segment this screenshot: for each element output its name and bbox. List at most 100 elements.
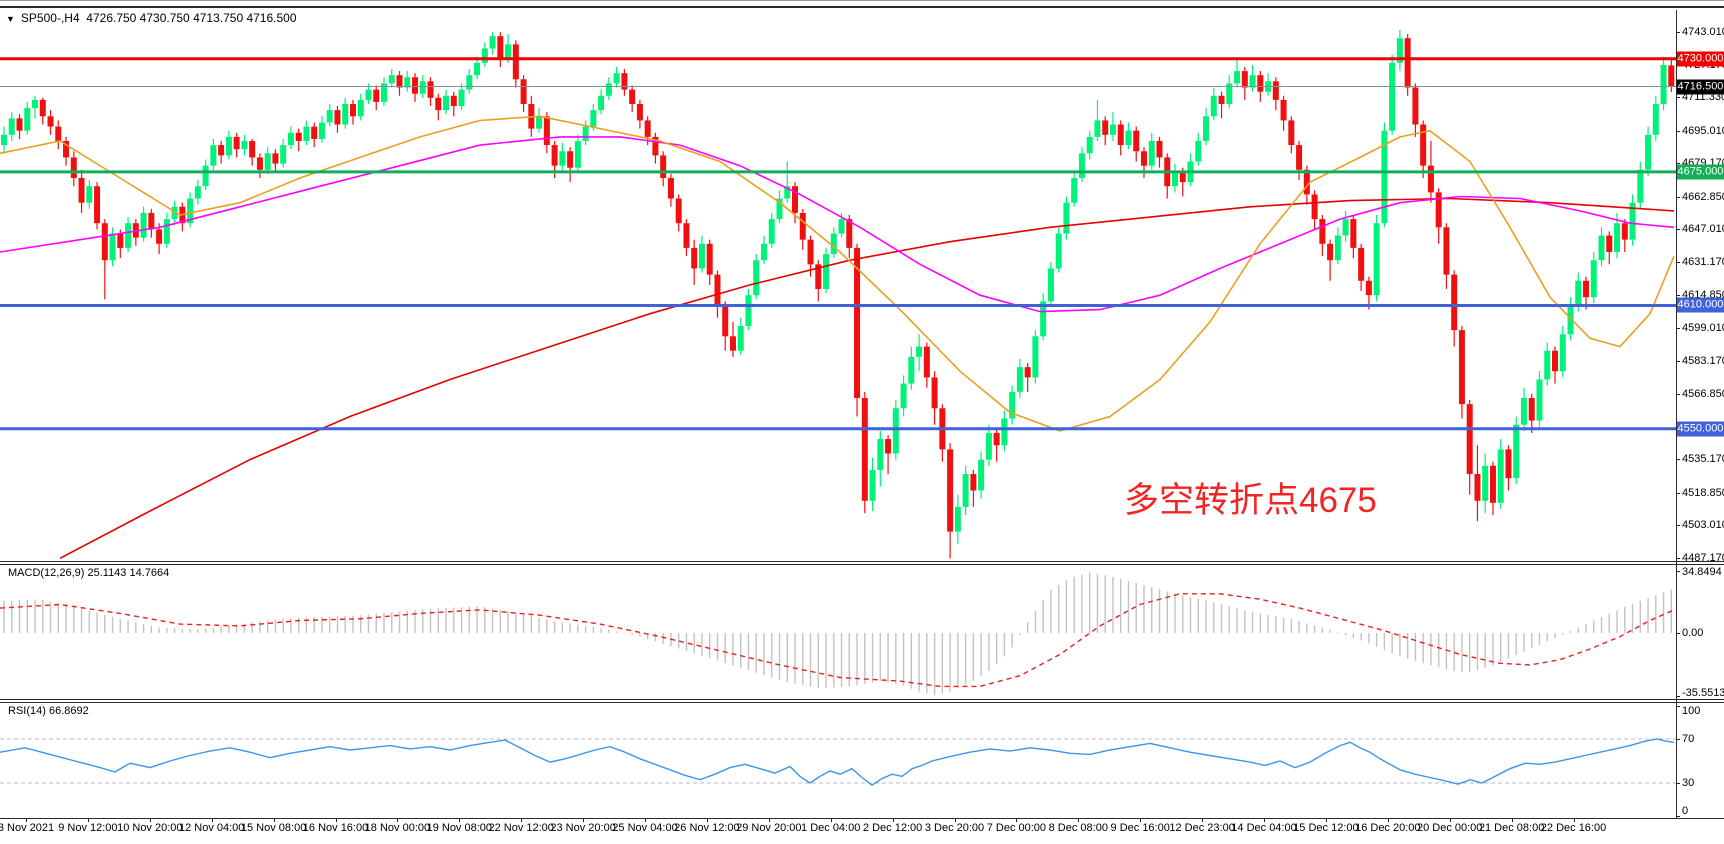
candle-body	[1203, 116, 1210, 141]
candle-body	[1179, 171, 1186, 183]
candle-body	[1086, 136, 1093, 154]
candle-body	[1365, 280, 1372, 296]
price-axis-line	[1676, 10, 1677, 818]
candle-body	[1342, 219, 1349, 236]
rsi-axis-tick: 100	[1682, 705, 1701, 717]
candle-body	[1489, 465, 1496, 503]
candle-body	[1412, 87, 1419, 125]
price-level-tag: 4550.000	[1677, 421, 1724, 437]
price-tick-dash	[1676, 97, 1680, 99]
candle-body	[1637, 169, 1644, 203]
candle-body	[187, 198, 194, 224]
chart-title: ▼ SP500-,H4 4726.750 4730.750 4713.750 47…	[6, 11, 297, 25]
candle-body	[1288, 120, 1295, 146]
candle-body	[1575, 280, 1582, 306]
candle-body	[1497, 449, 1504, 503]
candle-body	[148, 212, 155, 230]
candle-body	[838, 219, 845, 234]
rsi-axis-tick: 0	[1682, 805, 1689, 817]
candle-body	[1241, 71, 1248, 88]
time-tick	[87, 818, 89, 822]
time-tick	[768, 818, 770, 822]
candle-body	[1218, 95, 1225, 104]
candle-body	[1513, 424, 1520, 479]
price-tick: 4631.170	[1682, 255, 1724, 268]
candle-body	[1614, 223, 1621, 253]
candle-body	[1226, 83, 1233, 104]
candle-body	[916, 346, 923, 357]
price-tick-dash	[1676, 557, 1680, 559]
pivot-annotation-text[interactable]: 多空转折点4675	[1124, 481, 1377, 520]
candle-body	[474, 62, 481, 76]
candle-body	[931, 377, 938, 409]
candle-body	[1055, 233, 1062, 269]
main-macd-divider[interactable]	[0, 561, 1724, 562]
time-tick	[706, 818, 708, 822]
price-level-tag: 4610.000	[1677, 297, 1724, 313]
chevron-down-icon[interactable]: ▼	[6, 14, 15, 24]
candle-body	[1319, 219, 1326, 244]
candle-body	[1272, 81, 1279, 100]
time-tick	[1202, 818, 1204, 822]
time-tick	[954, 818, 956, 822]
candle-body	[582, 126, 589, 141]
time-tick	[1078, 818, 1080, 822]
candle-body	[605, 83, 612, 96]
time-label: 25 Nov 04:00	[612, 822, 678, 834]
time-label: 3 Nov 2021	[0, 822, 55, 834]
candle-body	[1427, 165, 1434, 193]
candle-body	[993, 432, 1000, 446]
candle-body	[388, 75, 395, 84]
candle-body	[652, 136, 659, 156]
candle-body	[729, 336, 736, 351]
price-level-tag: 4716.500	[1677, 79, 1724, 94]
candle-body	[1148, 140, 1155, 166]
candle-body	[1117, 124, 1124, 146]
time-tick	[830, 818, 832, 822]
price-tick: 4487.170	[1682, 551, 1724, 564]
candle-body	[543, 116, 550, 146]
price-tick-dash	[1676, 295, 1680, 297]
time-tick	[1016, 818, 1018, 822]
candle-body	[427, 81, 434, 98]
candle-body	[412, 77, 419, 94]
time-tick	[583, 818, 585, 822]
candle-body	[1652, 103, 1659, 135]
candle-body	[1249, 75, 1256, 88]
candle-body	[466, 75, 473, 90]
price-tick: 4518.850	[1682, 486, 1724, 499]
price-tick: 4647.010	[1682, 223, 1724, 236]
candle-body	[233, 136, 240, 150]
candle-body	[784, 186, 791, 199]
macd-indicator-label: MACD(12,26,9) 25.1143 14.7664	[8, 567, 170, 579]
candle-body	[1133, 130, 1140, 152]
candle-body	[1350, 219, 1357, 248]
ma-mid-magenta	[0, 136, 1675, 313]
candle-body	[32, 99, 39, 109]
candle-body	[885, 439, 892, 454]
macd-tick-dash	[1676, 570, 1680, 572]
time-label: 26 Nov 12:00	[674, 822, 740, 834]
time-axis-line	[0, 818, 1724, 819]
candle-body	[1420, 124, 1427, 166]
time-label: 12 Nov 04:00	[178, 822, 245, 834]
time-label: 20 Dec 00:00	[1416, 822, 1483, 834]
rsi-tick-dash	[1676, 739, 1680, 740]
candle-body	[520, 79, 527, 104]
price-tick: 4535.170	[1682, 453, 1724, 466]
candle-body	[1257, 75, 1264, 92]
candle-body	[1396, 38, 1403, 63]
symbol-timeframe: SP500-,H4	[20, 11, 80, 25]
candle-body	[1047, 268, 1054, 302]
macd-rsi-divider[interactable]	[0, 699, 1724, 700]
price-tick-dash	[1676, 163, 1680, 165]
time-tick	[645, 818, 646, 822]
candle-body	[683, 223, 690, 248]
candle-body	[295, 132, 302, 141]
price-tick-dash	[1676, 130, 1680, 132]
candle-body	[24, 108, 31, 131]
price-tick: 4743.010	[1682, 26, 1724, 38]
candle-body	[536, 116, 543, 129]
price-tick-dash	[1676, 261, 1680, 263]
